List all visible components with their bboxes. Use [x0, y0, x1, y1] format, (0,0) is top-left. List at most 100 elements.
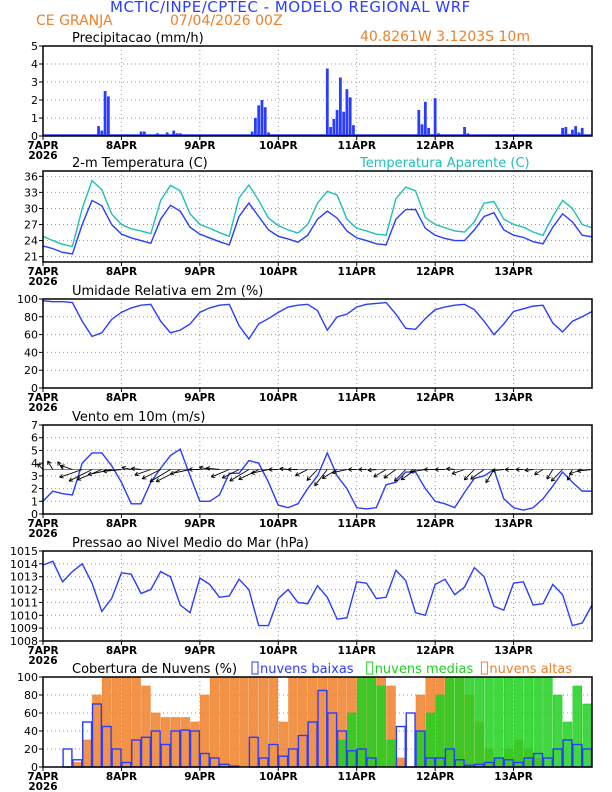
x-tick-label: 9APR	[184, 266, 215, 278]
wind-arrow-head	[491, 470, 496, 473]
wind-arrow-head	[394, 479, 399, 482]
y-tick-label: 27	[24, 219, 38, 232]
cloud-bar-nuvens-altas	[219, 676, 230, 768]
station-coordinates: 40.8261W 3.1203S 10m	[360, 29, 530, 45]
series-line	[42, 300, 593, 341]
wind-arrow-head	[451, 473, 457, 475]
wind-arrow-head	[568, 470, 573, 475]
wind-arrow-head	[287, 469, 292, 472]
wind-arrow	[37, 463, 44, 470]
series-line	[42, 560, 593, 627]
wind-arrow-head	[188, 467, 193, 470]
legend-label: nuvens medias	[375, 662, 474, 677]
x-tick-label: 11APR	[337, 518, 376, 530]
cloud-bar-nuvens-medias	[484, 676, 494, 768]
y-tick-label: 6	[31, 432, 38, 445]
x-tick-label: 8APR	[106, 266, 137, 278]
cloud-bar-nuvens-baixas	[62, 748, 73, 768]
wind-arrow-head	[57, 461, 62, 465]
precip-bar	[263, 107, 267, 136]
precip-bar	[580, 127, 584, 136]
wind-panel	[37, 424, 593, 518]
wind-arrow-head	[199, 465, 204, 468]
legend-swatch	[366, 661, 374, 675]
y-tick-label: 7	[31, 419, 38, 432]
legend-swatch	[251, 661, 259, 675]
wind-arrow-head	[37, 463, 39, 468]
cloud-bar-nuvens-altas	[160, 717, 171, 768]
x-tick-label: 8APR	[106, 771, 137, 783]
x-tick-label: 12APR	[416, 140, 455, 152]
precip-bar	[571, 129, 574, 136]
wind-arrow	[251, 469, 269, 474]
wind-arrow-head	[268, 469, 273, 472]
x-tick-label: 11APR	[337, 266, 376, 278]
wind-arrow-head	[205, 466, 211, 469]
y-tick-label: 80	[24, 311, 38, 324]
precip-bar	[352, 125, 355, 136]
wind-arrow-head	[367, 469, 372, 473]
cloud-bar-nuvens-altas	[92, 694, 102, 768]
wind-arrow-head	[331, 472, 336, 475]
cloud-bar-nuvens-medias	[582, 703, 592, 768]
wind-arrow-head	[358, 469, 363, 472]
wind-arrow-head	[550, 477, 553, 482]
cloud-bar-nuvens-altas	[102, 676, 112, 768]
x-tick-label: 13APR	[494, 392, 533, 404]
wind-arrow-head	[394, 477, 396, 482]
precip-bar	[100, 130, 104, 136]
y-tick-label: 3	[31, 470, 38, 483]
wind-arrow-head	[504, 469, 509, 472]
wind-arrow-head	[524, 469, 529, 473]
wind-arrow	[68, 469, 93, 482]
wind-arrow-head	[515, 469, 520, 472]
precip-bar	[142, 131, 146, 136]
wind-arrow	[57, 461, 63, 470]
cloud-bar-nuvens-altas	[209, 676, 220, 768]
cloud-bar-nuvens-medias	[435, 694, 445, 768]
wind-arrow	[60, 465, 73, 470]
y-tick-label: 0	[31, 761, 38, 774]
wind-arrow-head	[155, 478, 159, 482]
x-tick-label: 10APR	[259, 518, 298, 530]
x-tick-label: 10APR	[259, 771, 298, 783]
series-line	[42, 448, 592, 511]
cloud-bar-nuvens-altas	[170, 717, 181, 768]
y-tick-label: 2	[31, 94, 38, 107]
y-tick-label: 3	[31, 76, 38, 89]
precip-bar	[325, 68, 329, 136]
y-tick-label: 60	[24, 329, 38, 342]
wind-arrow-head	[268, 467, 273, 470]
x-tick-label: 12APR	[416, 518, 455, 530]
wind-arrow-head	[400, 476, 404, 481]
wind-arrow	[121, 467, 132, 470]
wind-arrow	[331, 469, 348, 474]
precip-bar	[564, 127, 568, 136]
clouds-panel	[39, 661, 593, 771]
precip-bar	[250, 131, 254, 136]
wind-arrow-head	[504, 467, 509, 470]
wind-arrow-head	[287, 467, 292, 470]
cloud-bar-nuvens-medias	[494, 676, 504, 768]
x-tick-label: 11APR	[337, 392, 376, 404]
wind-arrow	[373, 469, 387, 478]
legend-label: Temperatura Aparente (C)	[359, 156, 530, 171]
cloud-bar-nuvens-altas	[298, 676, 308, 768]
model-run: 07/04/2026 00Z	[170, 13, 283, 29]
y-tick-label: 30	[24, 202, 38, 215]
year-label: 2026	[28, 276, 57, 288]
wind-arrow-head	[170, 470, 174, 475]
precip-panel	[39, 45, 593, 140]
panel-frame	[42, 424, 593, 515]
wind-arrow	[229, 469, 250, 482]
x-tick-label: 8APR	[106, 518, 137, 530]
cloud-bar-nuvens-medias	[445, 676, 455, 768]
precip-bar	[257, 105, 261, 136]
wind-arrow	[134, 469, 151, 476]
y-tick-label: 4	[31, 457, 38, 470]
cloud-bar-nuvens-altas	[249, 676, 259, 768]
x-tick-label: 7APR	[27, 771, 58, 783]
wind-arrow-head	[485, 480, 490, 484]
cloud-bar-nuvens-altas	[131, 676, 141, 768]
y-tick-label: 80	[24, 689, 38, 702]
